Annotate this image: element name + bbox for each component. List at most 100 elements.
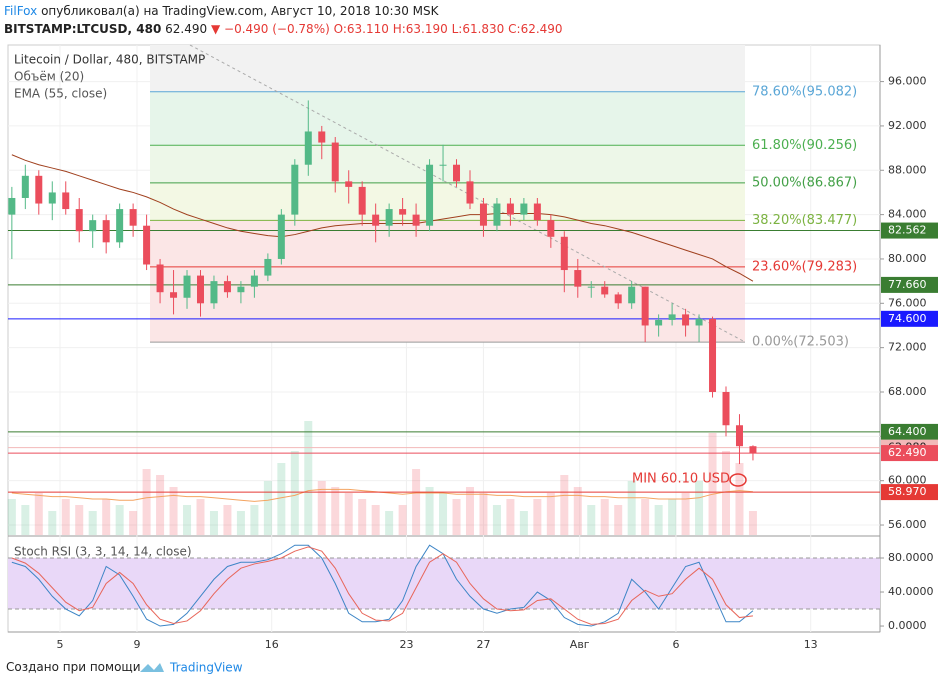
candle-body [35,175,43,204]
level-box [881,445,938,462]
candle-body [291,164,299,215]
volume-bar [21,505,30,535]
volume-bar [223,505,232,535]
candle-body [709,318,717,392]
candle-body [735,425,743,447]
y-tick-label: 72.000 [888,341,927,354]
candle-body [466,181,474,204]
candle-body [116,209,124,243]
volume-bar [614,505,623,535]
x-tick-label: 6 [672,638,679,651]
volume-bar [439,493,448,535]
volume-bar [452,499,461,535]
candle-body [143,225,151,265]
legend-entry: Stoch RSI (3, 3, 14, 14, close) [14,545,192,559]
volume-bar [425,487,434,535]
volume-bar [129,511,138,535]
volume-bar [748,511,757,535]
fib-label: 61.80%(90.256) [752,138,857,153]
y-tick-label: 80.0000 [888,551,934,564]
footer-text: Создано при помощи [6,660,141,674]
volume-bar [236,511,245,535]
candle-body [89,220,97,232]
candle-body [506,203,514,215]
candle-body [533,203,541,221]
symbol: BITSTAMP:LTCUSD, 480 [4,22,162,36]
candle-body [372,214,380,226]
candle-body [345,181,353,187]
volume-bar [169,487,178,535]
volume-bar [7,499,16,535]
candle-body [439,164,447,166]
candle-body [48,192,56,204]
fib-label: 78.60%(95.082) [752,84,857,99]
brand[interactable]: TradingView [138,658,258,678]
level-label: 77.660 [888,278,927,291]
volume-bar [344,493,353,535]
symbol-line: BITSTAMP:LTCUSD, 480 62.490 ▼ −0.490 (−0… [4,22,563,36]
volume-bar [695,481,704,535]
fib-band [150,145,745,183]
volume-bar [61,499,70,535]
candle-body [277,214,285,259]
volume-bar [34,493,43,535]
volume-bar [209,511,218,535]
volume-bar [546,493,555,535]
y-tick-label: 96.000 [888,75,927,88]
candle-body [453,164,461,182]
candle-body [412,214,420,226]
volume-bar [398,505,407,535]
volume-bar [115,505,124,535]
level-label: 62.490 [888,446,927,459]
volume-bar [331,487,340,535]
candle-body [62,192,70,210]
volume-bar [48,511,57,535]
candle-body [21,175,29,198]
candle-body [264,258,272,276]
fib-label: 50.00%(86.867) [752,175,857,190]
candle-body [587,286,595,288]
fib-label: 0.00%(72.503) [752,335,849,350]
y-tick-label: 84.000 [888,208,927,221]
x-tick-label: 9 [133,638,140,651]
y-tick-label: 56.000 [888,518,927,531]
y-tick-label: 60.000 [888,474,927,487]
candle-body [385,209,393,226]
candle-body [318,131,326,143]
candle-body [210,281,218,304]
volume-bar [654,505,663,535]
fib-band [150,220,745,267]
level-label: 64.400 [888,425,927,438]
volume-bar [304,421,313,535]
volume-bar [385,511,394,535]
x-tick-label: 27 [476,638,490,651]
volume-bar [560,475,569,535]
candle-body [655,319,663,326]
volume-bar [627,481,636,535]
header-line: FilFox опубликовал(а) на TradingView.com… [4,4,439,18]
level-box [881,276,938,293]
candle-body [426,164,434,226]
level-box [881,423,938,440]
candle-body [237,286,245,293]
fib-band [150,266,745,343]
candle-body [668,314,676,320]
candle-body [129,209,137,226]
level-label: 82.562 [888,224,927,237]
volume-bar [250,505,259,535]
volume-bar [142,469,151,535]
volume-bar [573,487,582,535]
volume-bar [681,493,690,535]
ohlc: H:63.190 [392,22,448,36]
level-label: 74.600 [888,312,927,325]
volume-bar [492,505,501,535]
candle-body [304,131,312,165]
volume-bar [735,463,744,535]
y-tick-label: 80.000 [888,252,927,265]
volume-bar [479,493,488,535]
candle-body [547,220,555,237]
brand-text: TradingView [169,661,243,675]
fib-label: 23.60%(79.283) [752,259,857,274]
candle-body [8,197,16,215]
